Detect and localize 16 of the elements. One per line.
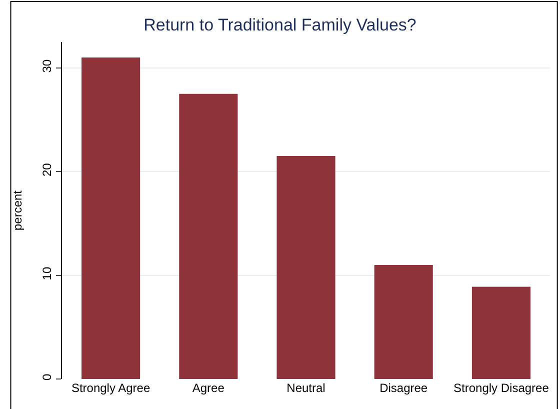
y-tick-label: 30	[40, 59, 54, 73]
x-tick-label: Strongly Disagree	[454, 381, 550, 395]
x-tick-label: Disagree	[380, 381, 428, 395]
y-tick-label: 10	[40, 266, 54, 280]
bar	[179, 94, 238, 379]
bar	[374, 264, 433, 379]
bar	[276, 156, 336, 379]
chart-title: Return to Traditional Family Values?	[144, 15, 416, 34]
bar	[472, 286, 530, 379]
y-tick-label: 20	[40, 162, 54, 176]
y-axis-title: percent	[10, 190, 24, 231]
bar	[82, 58, 140, 379]
x-tick-label: Strongly Agree	[71, 381, 150, 395]
y-tick-label: 0	[40, 374, 54, 381]
x-tick-label: Agree	[192, 381, 225, 395]
x-tick-label: Neutral	[286, 381, 326, 395]
